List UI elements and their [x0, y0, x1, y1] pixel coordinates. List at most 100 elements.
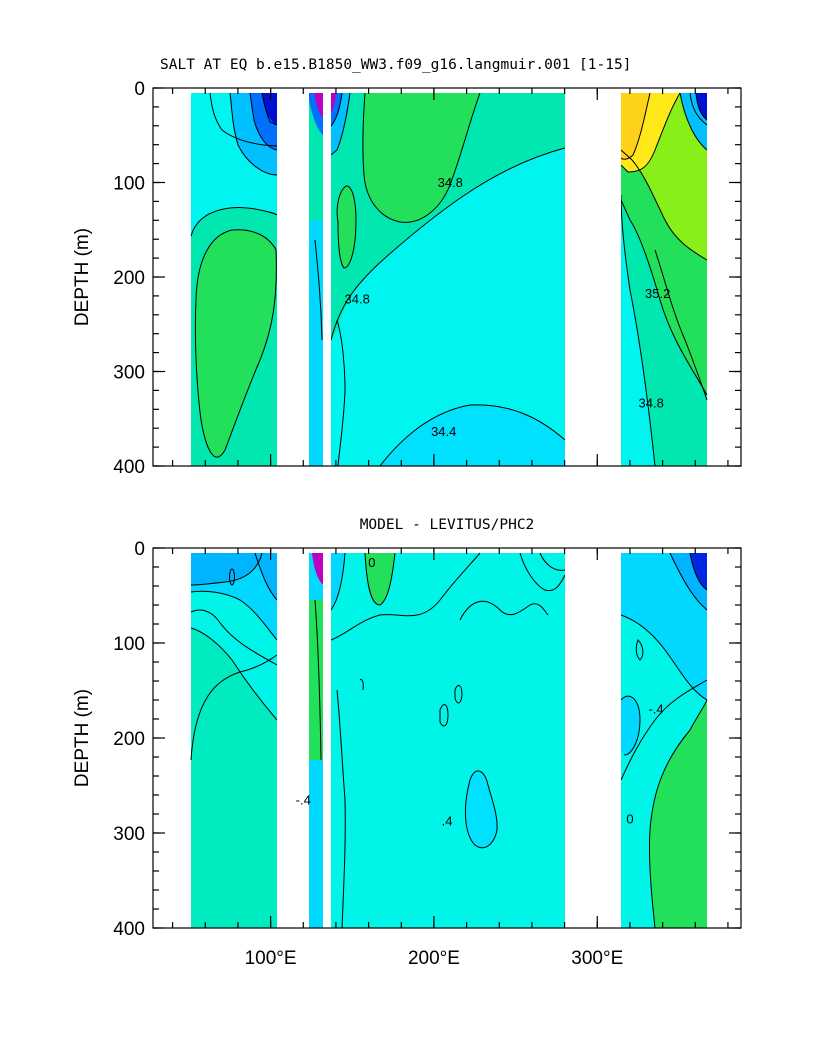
- p1-land-gap: [323, 93, 331, 466]
- p2-contour: [459, 600, 549, 621]
- p1-fill-pacific-deep-low: [380, 404, 565, 466]
- p2-contour: [620, 679, 708, 781]
- y-tick-label: 400: [113, 457, 145, 478]
- p1-fill-atl-lowest: [696, 93, 707, 120]
- p2-fill-indian-edge: [255, 553, 277, 600]
- panel-2-field: [190, 552, 708, 928]
- y-tick-label: 0: [134, 79, 145, 100]
- p2-fill-atl-lowest: [690, 553, 707, 590]
- y-tick-label: 0: [134, 539, 145, 560]
- y-tick-label: 400: [113, 919, 145, 940]
- y-tick-label: 100: [113, 174, 145, 195]
- p1-contours: [190, 92, 708, 466]
- p2-contour: [620, 695, 641, 756]
- p1-contour: [620, 92, 651, 160]
- contour-label: 34.8: [639, 395, 664, 410]
- y-tick-label: 100: [113, 634, 145, 655]
- y-tick-label: 200: [113, 729, 145, 750]
- y-tick-label: 300: [113, 363, 145, 384]
- p1-fill-indian-core: [195, 229, 277, 458]
- p1-land-gap: [277, 93, 309, 466]
- panel-1-title: SALT AT EQ b.e15.B1850_WW3.f09_g16.langm…: [160, 57, 631, 73]
- x-tick-label: 100°E: [245, 948, 297, 969]
- panel-1-axes: 0 100 200 300 400: [113, 79, 741, 478]
- contour-label: 34.8: [438, 175, 463, 190]
- contour-label: -.4: [296, 793, 311, 808]
- contour-label: 0: [368, 555, 375, 570]
- contour-label: 34.8: [345, 291, 370, 306]
- p2-contour: [330, 552, 346, 611]
- p1-contour: [330, 147, 566, 341]
- p2-contour: [669, 552, 708, 611]
- p2-contour: [689, 552, 708, 591]
- p1-contour: [314, 239, 323, 341]
- p2-contour: [539, 552, 566, 571]
- panel-2-title: MODEL - LEVITUS/PHC2: [360, 517, 535, 533]
- p2-fill-wpac-extreme: [312, 553, 323, 585]
- p2-contour: [190, 609, 278, 666]
- p2-fill-wpac-low: [309, 760, 323, 928]
- p1-fill-atl-peak: [621, 93, 650, 160]
- p2-contour: [648, 699, 708, 928]
- p1-contour: [679, 92, 708, 151]
- p1-contour: [689, 92, 708, 126]
- p1-contour: [194, 229, 277, 458]
- p1-contour: [620, 194, 656, 466]
- p1-contour: [229, 92, 278, 176]
- p1-contour: [695, 92, 708, 121]
- p2-contour: [336, 689, 346, 928]
- p2-fill-indian-lowest: [191, 553, 262, 585]
- p2-fill-pac-low: [331, 553, 345, 610]
- p2-contour: [190, 590, 278, 641]
- contour-label: 35.2: [645, 286, 670, 301]
- p2-land-gap: [565, 553, 621, 928]
- panel-1-y-axis-label: DEPTH (m): [72, 228, 93, 326]
- p2-contour: [359, 679, 364, 691]
- p2-fill-atl-green: [649, 700, 707, 928]
- contour-label: 0: [626, 812, 633, 827]
- panel-1-field: [190, 92, 708, 466]
- p1-contour: [654, 249, 708, 401]
- p2-contour: [190, 552, 263, 586]
- p2-basin-pacific: [331, 553, 565, 928]
- p1-contour: [620, 92, 681, 173]
- p1-fill-pacific-lens: [337, 185, 356, 268]
- contour-label: 34.4: [431, 424, 456, 439]
- p2-contour: [314, 599, 322, 761]
- p2-contour: [465, 770, 498, 849]
- panel-salinity: SALT AT EQ b.e15.B1850_WW3.f09_g16.langm…: [72, 57, 742, 478]
- contour-label: .4: [442, 813, 453, 828]
- panel-2-contour-labels: 0 -.4 .4 -.4 0: [296, 555, 664, 828]
- p2-contour: [454, 684, 463, 704]
- p2-contour: [439, 704, 449, 727]
- p2-fill-indian-spot: [229, 568, 235, 586]
- contour-label: -.4: [648, 701, 663, 716]
- p2-contours: [190, 552, 708, 928]
- panel-difference: MODEL - LEVITUS/PHC2: [72, 517, 742, 969]
- p2-contour: [190, 654, 278, 761]
- p2-contour: [635, 639, 644, 661]
- p1-contour: [362, 92, 481, 223]
- p1-contour: [261, 92, 278, 126]
- x-tick-label: 200°E: [408, 948, 460, 969]
- p1-contour: [190, 207, 278, 237]
- p2-fill-atl-low: [621, 553, 707, 700]
- p2-fill-atl-deep-low: [621, 696, 640, 755]
- x-tick-label: 300°E: [571, 948, 623, 969]
- p2-land-gap: [277, 553, 309, 928]
- panel-1-contour-labels: 34.8 34.8 35.2 34.8 34.4: [345, 175, 671, 439]
- y-tick-label: 200: [113, 268, 145, 289]
- p1-contour: [620, 149, 708, 261]
- p1-fill-pacific-core: [362, 93, 480, 223]
- panel-2-axes: 100°E 200°E 300°E 0 100 200 300 400: [113, 539, 741, 969]
- p1-contour: [330, 92, 343, 127]
- p1-fill-wpac-extreme: [314, 93, 323, 118]
- p1-fill-wpac-low: [309, 220, 323, 466]
- p2-contour: [620, 614, 708, 701]
- p1-contour: [336, 319, 346, 466]
- p1-land-gap: [565, 93, 621, 466]
- p2-contour: [190, 627, 278, 721]
- p2-contour: [364, 552, 396, 606]
- p1-fill-indian-lowest: [262, 93, 277, 125]
